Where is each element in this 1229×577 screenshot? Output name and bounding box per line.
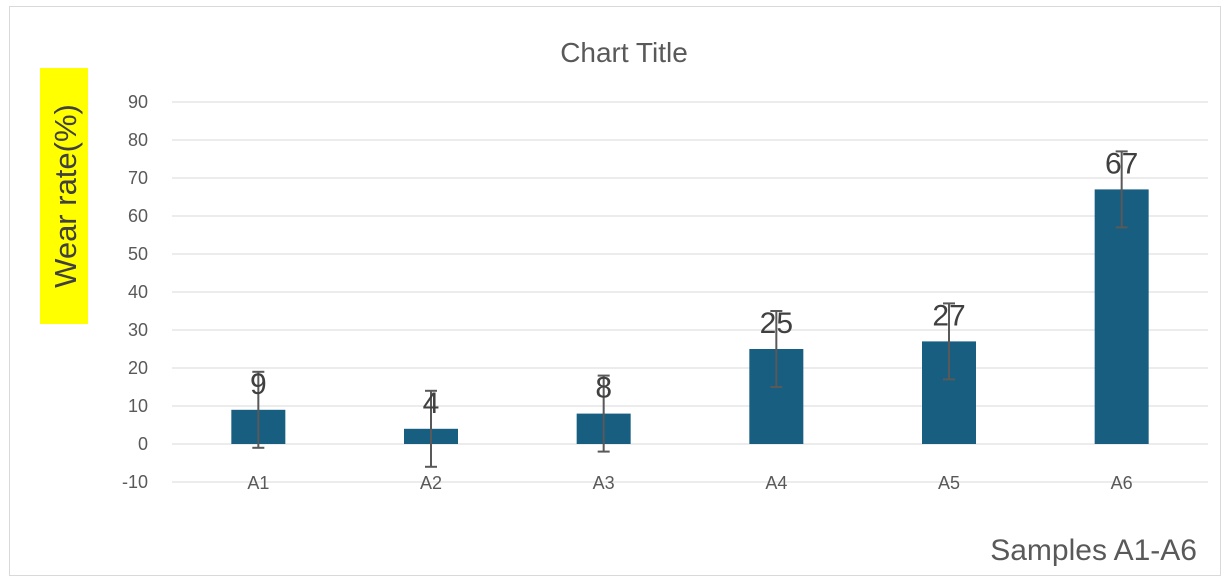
x-tick-label: A5: [938, 473, 960, 493]
y-tick-label: 0: [138, 434, 148, 454]
x-tick-label: A1: [247, 473, 269, 493]
data-label: 4: [423, 387, 440, 420]
x-tick-label: A6: [1111, 473, 1133, 493]
data-label: 8: [595, 372, 612, 405]
y-tick-label: 20: [128, 358, 148, 378]
error-bar: [770, 310, 783, 388]
x-tick-label: A4: [765, 473, 787, 493]
y-axis-ticks: -10 0 10 20 30 40 50 60 70 80 90: [122, 92, 148, 492]
x-tick-label: A3: [593, 473, 615, 493]
y-tick-label: -10: [122, 472, 148, 492]
bar: [1094, 189, 1149, 444]
data-label: 25: [760, 307, 793, 340]
chart-title: Chart Title: [560, 37, 688, 68]
x-tick-label: A2: [420, 473, 442, 493]
gridlines: [172, 101, 1208, 483]
y-axis-label-highlight: [40, 68, 88, 324]
error-bar: [597, 374, 610, 453]
y-tick-label: 90: [128, 92, 148, 112]
y-tick-label: 60: [128, 206, 148, 226]
x-axis-label: Samples A1-A6: [990, 534, 1197, 567]
y-tick-label: 80: [128, 130, 148, 150]
x-axis-ticks: A1 A2 A3 A4 A5 A6: [247, 473, 1132, 493]
y-tick-label: 70: [128, 168, 148, 188]
error-bar: [252, 370, 265, 449]
y-tick-label: 50: [128, 244, 148, 264]
y-axis-label: Wear rate(%): [48, 104, 83, 288]
error-bar: [425, 389, 437, 468]
error-bars: [252, 150, 1128, 468]
y-tick-label: 10: [128, 396, 148, 416]
data-label: 9: [250, 368, 267, 401]
data-label: 67: [1105, 147, 1138, 180]
y-tick-label: 30: [128, 320, 148, 340]
error-bar: [943, 302, 955, 381]
error-bar: [1115, 150, 1128, 229]
chart-frame: [9, 6, 1221, 576]
y-tick-label: 40: [128, 282, 148, 302]
data-labels: 9 4 8 25 27 67: [250, 147, 1138, 419]
data-label: 27: [932, 299, 965, 332]
